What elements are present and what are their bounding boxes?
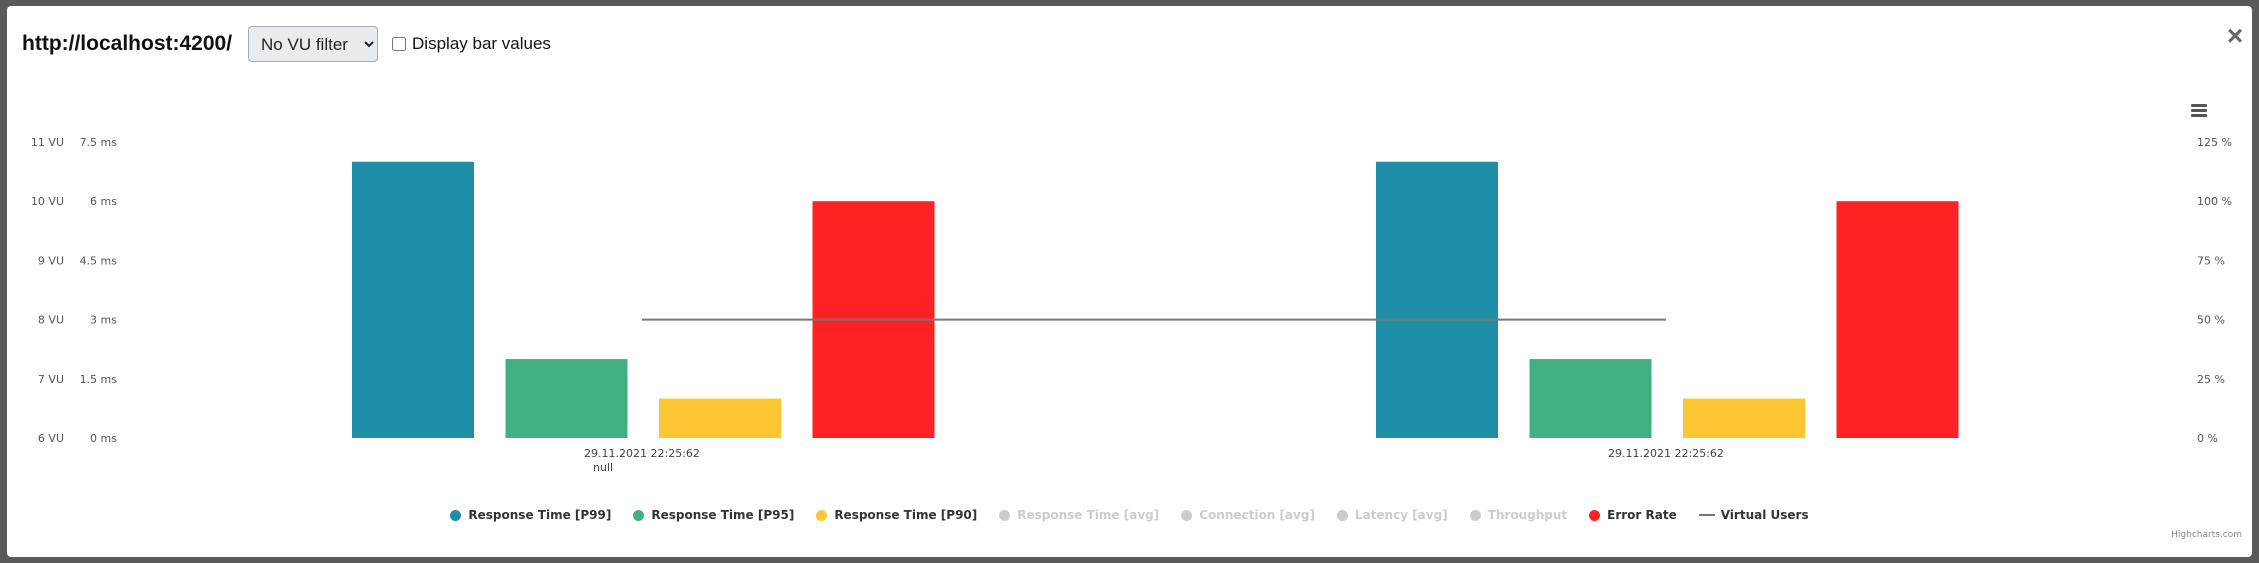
y-tick-ms: 6 ms	[90, 195, 117, 208]
bar-response-time-p95[interactable]	[1529, 359, 1652, 438]
legend-item-response-time-p90[interactable]: Response Time [P90]	[816, 508, 977, 522]
y-tick-vu: 7 VU	[38, 373, 64, 386]
legend-label: Error Rate	[1607, 508, 1677, 522]
legend-item-response-time-p95[interactable]: Response Time [P95]	[633, 508, 794, 522]
y-tick-ms: 3 ms	[90, 314, 117, 327]
y-tick-ms: 0 ms	[90, 432, 117, 445]
bar-series-group	[352, 161, 1959, 438]
y-tick-percent: 100 %	[2197, 195, 2232, 208]
legend-marker-icon	[1181, 509, 1193, 521]
legend-label: Virtual Users	[1720, 508, 1809, 522]
bar-response-time-p90[interactable]	[1683, 398, 1805, 438]
display-bar-values-label: Display bar values	[412, 34, 551, 53]
legend-marker-icon	[1698, 514, 1715, 516]
y-tick-vu: 9 VU	[38, 254, 64, 267]
legend-marker-icon	[816, 509, 828, 521]
y-tick-percent: 25 %	[2197, 373, 2225, 386]
legend-label: Latency [avg]	[1354, 508, 1448, 522]
chart-canvas: 6 VU 7 VU 8 VU 9 VU 10 VU 11 VU 0 ms 1.5 ms 3 m…	[31, 136, 2232, 474]
legend-item-response-time-avg[interactable]: Response Time [avg]	[999, 508, 1159, 522]
modal-header: http://localhost:4200/ No VU filter Disp…	[22, 24, 551, 64]
y-tick-vu: 8 VU	[38, 314, 64, 327]
display-bar-values-checkbox[interactable]	[392, 37, 407, 51]
legend-item-throughput[interactable]: Throughput	[1469, 508, 1568, 522]
legend-label: Response Time [P99]	[468, 508, 612, 522]
bar-error-rate[interactable]	[1836, 201, 1959, 438]
chart-menu-icon[interactable]	[2191, 104, 2207, 118]
chart-legend: Response Time [P99] Response Time [P95] Re…	[7, 508, 2252, 522]
bar-response-time-p90[interactable]	[659, 398, 781, 438]
y-tick-ms: 4.5 ms	[80, 254, 118, 267]
bar-response-time-p95[interactable]	[505, 359, 628, 438]
legend-label: Throughput	[1487, 508, 1568, 522]
x-tick-label: 29.11.2021 22:25:62	[1608, 447, 1724, 460]
y-tick-percent: 50 %	[2197, 314, 2225, 327]
bar-response-time-p99[interactable]	[352, 161, 474, 438]
display-bar-values-toggle[interactable]: Display bar values	[392, 34, 551, 54]
legend-marker-icon	[633, 509, 645, 521]
y-axis-vu: 6 VU 7 VU 8 VU 9 VU 10 VU 11 VU	[31, 136, 64, 445]
legend-item-response-time-p99[interactable]: Response Time [P99]	[450, 508, 611, 522]
legend-label: Response Time [P95]	[651, 508, 795, 522]
legend-marker-icon	[1469, 509, 1481, 521]
highcharts-credits[interactable]: Highcharts.com	[2171, 530, 2242, 540]
y-tick-ms: 7.5 ms	[80, 136, 118, 149]
x-tick-label: 29.11.2021 22:25:62	[584, 447, 700, 460]
page-url-title: http://localhost:4200/	[22, 32, 233, 55]
y-tick-vu: 10 VU	[31, 195, 64, 208]
legend-item-virtual-users[interactable]: Virtual Users	[1698, 508, 1809, 522]
legend-marker-icon	[999, 509, 1011, 521]
chart-modal: http://localhost:4200/ No VU filter Disp…	[7, 6, 2252, 557]
bar-response-time-p99[interactable]	[1376, 161, 1498, 438]
legend-label: Connection [avg]	[1199, 508, 1315, 522]
y-tick-ms: 1.5 ms	[80, 373, 118, 386]
y-tick-percent: 0 %	[2197, 432, 2218, 445]
close-button[interactable]: ×	[2226, 20, 2244, 51]
y-tick-vu: 11 VU	[31, 136, 64, 149]
legend-marker-icon	[1336, 509, 1348, 521]
y-tick-percent: 75 %	[2197, 254, 2225, 267]
legend-item-latency-avg[interactable]: Latency [avg]	[1336, 508, 1448, 522]
y-axis-ms: 0 ms 1.5 ms 3 ms 4.5 ms 6 ms 7.5 ms	[80, 136, 118, 445]
legend-marker-icon	[450, 509, 462, 521]
legend-label: Response Time [P90]	[834, 508, 978, 522]
y-tick-percent: 125 %	[2197, 136, 2232, 149]
x-tick-sublabel: null	[593, 461, 613, 474]
legend-marker-icon	[1589, 509, 1601, 521]
legend-item-error-rate[interactable]: Error Rate	[1589, 508, 1677, 522]
legend-item-connection-avg[interactable]: Connection [avg]	[1181, 508, 1315, 522]
vu-filter-select[interactable]: No VU filter	[248, 26, 379, 62]
y-axis-percent: 0 % 25 % 50 % 75 % 100 % 125 %	[2197, 136, 2232, 445]
legend-label: Response Time [avg]	[1017, 508, 1160, 522]
y-tick-vu: 6 VU	[38, 432, 64, 445]
